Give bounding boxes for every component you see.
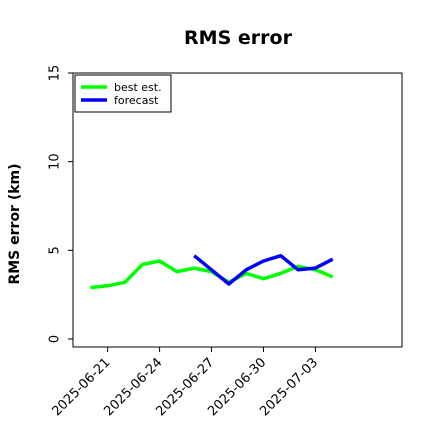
y-tick-label: 5 [48,246,63,254]
y-axis-label: RMS error (km) [7,163,23,284]
y-tick-label: 10 [48,153,63,170]
y-tick-label: 0 [48,335,63,343]
chart-title: RMS error [184,27,293,49]
legend: best est.forecast [74,74,172,113]
plot-layer [90,253,334,290]
plot-frame [72,72,403,348]
legend-label-best-est: best est. [114,81,162,94]
series-line-best-est [90,259,334,290]
legend-label-forecast: forecast [114,94,159,107]
series-line-forecast [193,253,334,286]
y-tick-label: 15 [48,65,63,82]
axis-layer: 0510152025-06-212025-06-242025-06-272025… [48,65,322,420]
legend-box [74,74,172,113]
